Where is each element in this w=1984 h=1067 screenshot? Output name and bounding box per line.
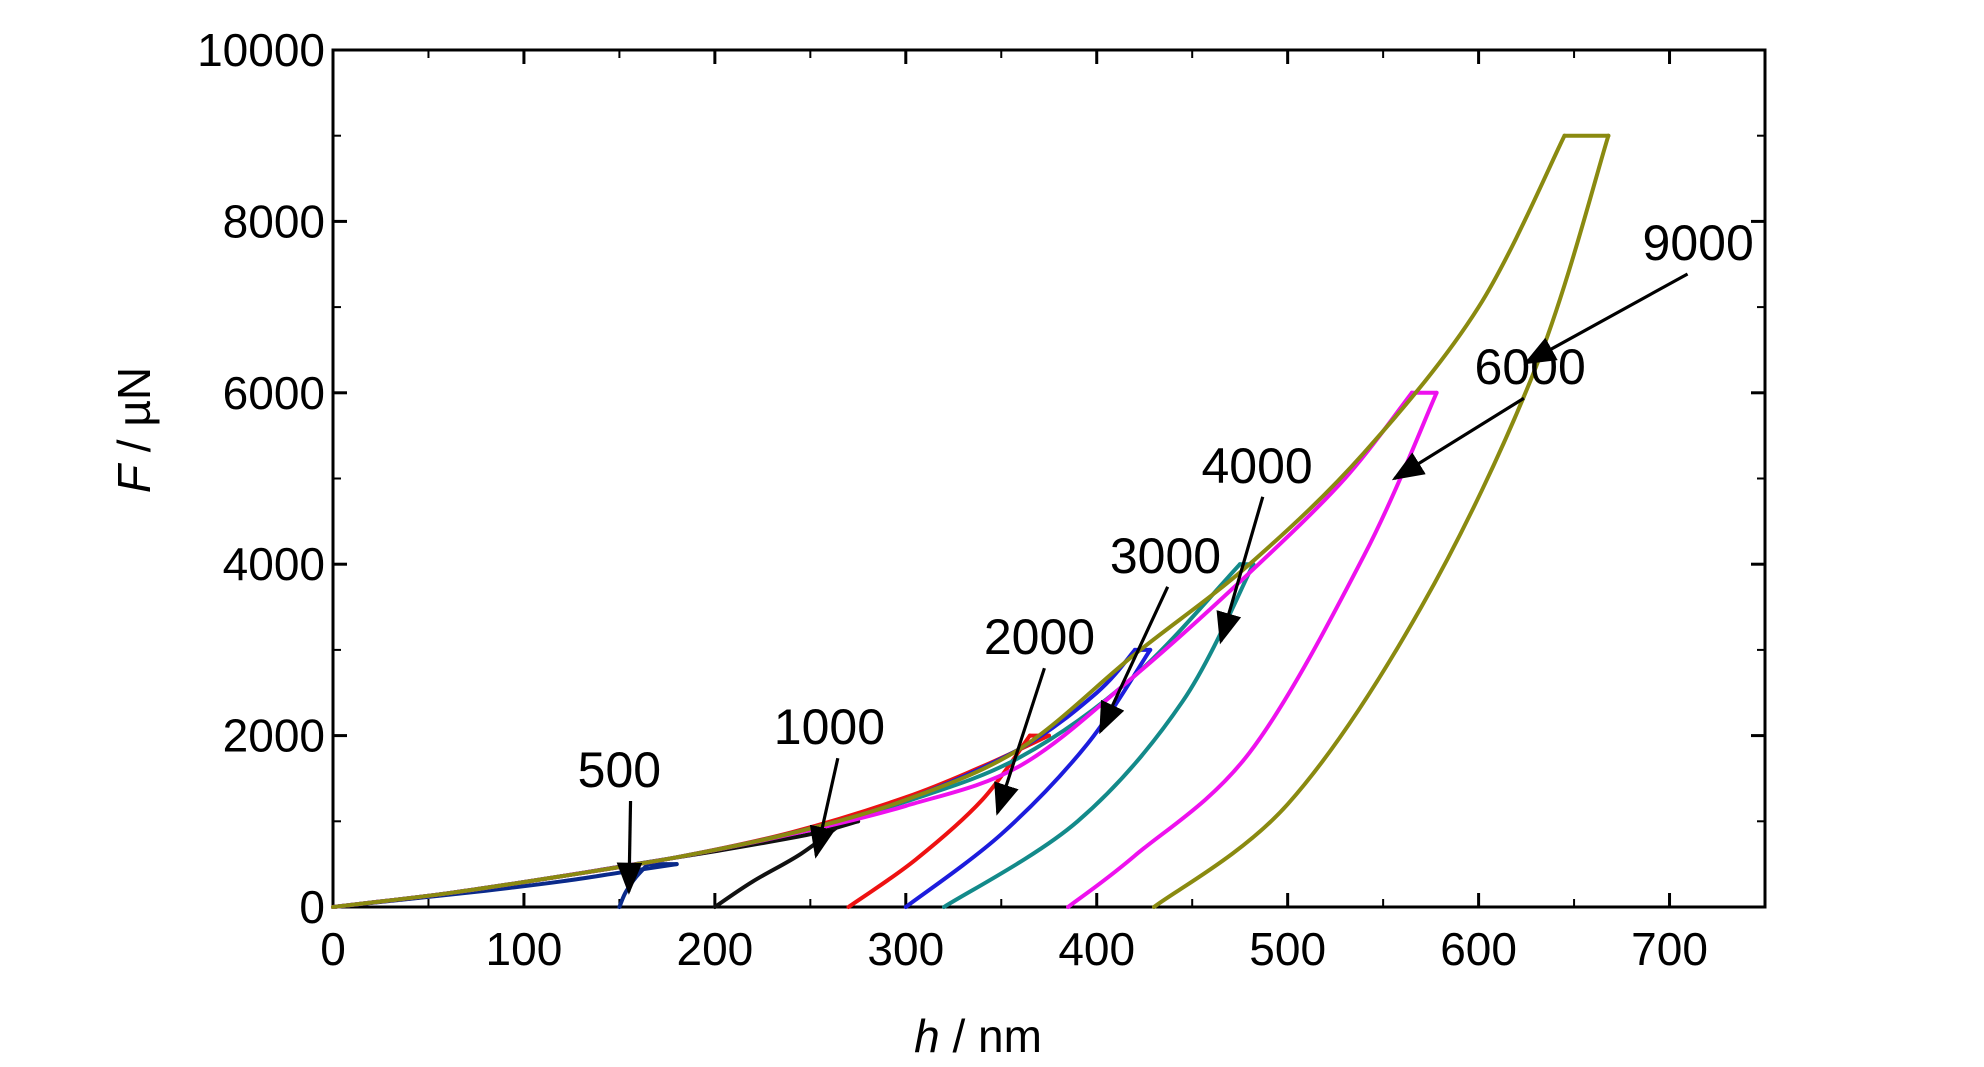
series-arrow-2000	[994, 667, 1046, 816]
series-9000	[331, 133, 1611, 909]
series-3000	[331, 647, 1153, 909]
x-tick-label: 600	[1440, 923, 1517, 975]
y-axis-label-var: F	[108, 462, 160, 493]
y-tick-label: 10000	[197, 24, 325, 76]
x-axis-label-unit: / nm	[940, 1010, 1042, 1062]
y-axis-label: F / µN	[108, 367, 160, 493]
x-tick-label: 700	[1631, 923, 1708, 975]
x-tick-label: 0	[320, 923, 346, 975]
series-label-1000: 1000	[774, 699, 885, 755]
y-tick-label: 0	[299, 881, 325, 933]
series-9000-unloading-curve	[1152, 133, 1611, 909]
series-arrow-500	[616, 800, 643, 895]
series-label-2000: 2000	[984, 609, 1095, 665]
x-axis-label-var: h	[914, 1010, 940, 1062]
y-tick-label: 6000	[223, 367, 325, 419]
plot-frame	[331, 48, 1767, 909]
x-tick-label: 100	[486, 923, 563, 975]
y-tick-label: 4000	[223, 538, 325, 590]
series-9000-loading-curve	[331, 133, 1567, 909]
series-arrow-3000	[1099, 586, 1170, 735]
x-tick-label: 500	[1249, 923, 1326, 975]
x-axis-label: h / nm	[914, 1010, 1042, 1062]
series-3000-unloading-curve	[903, 647, 1153, 909]
y-tick-label: 2000	[223, 710, 325, 762]
x-tick-label: 200	[676, 923, 753, 975]
series-label-3000: 3000	[1110, 528, 1221, 584]
series-group	[331, 133, 1611, 909]
x-tick-label: 300	[867, 923, 944, 975]
axes: 0 100 200 300 400 500 600 700 0 2000 4000 6000 8000 1…	[197, 24, 1767, 975]
annotations: 500 1000 2000 3000 4000 6000 9000	[578, 215, 1754, 895]
series-arrow-4000	[1216, 496, 1265, 645]
series-label-500: 500	[578, 742, 661, 798]
series-arrow-6000	[1391, 396, 1525, 481]
series-label-6000: 6000	[1475, 339, 1586, 395]
series-6000-unloading-curve	[1066, 390, 1439, 909]
y-tick-label: 8000	[223, 195, 325, 247]
x-tick-label: 400	[1058, 923, 1135, 975]
series-label-9000: 9000	[1643, 215, 1754, 271]
series-label-4000: 4000	[1202, 438, 1313, 494]
series-arrow-9000	[1523, 272, 1689, 365]
series-3000-loading-curve	[331, 647, 1137, 909]
series-arrow-1000	[809, 757, 840, 859]
series-2000-unloading-curve	[846, 733, 1032, 909]
y-axis-label-unit: / µN	[108, 367, 160, 465]
